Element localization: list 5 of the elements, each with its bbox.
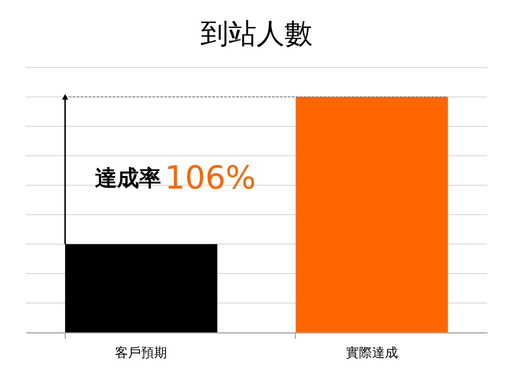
annotation: 106% [164,158,256,197]
x-tick-label: 客戶預期 [115,344,168,361]
annotation: 達成率 [94,166,161,192]
x-tick-label: 實際達成 [346,346,398,361]
chart-title: 到站人數 [200,17,313,50]
